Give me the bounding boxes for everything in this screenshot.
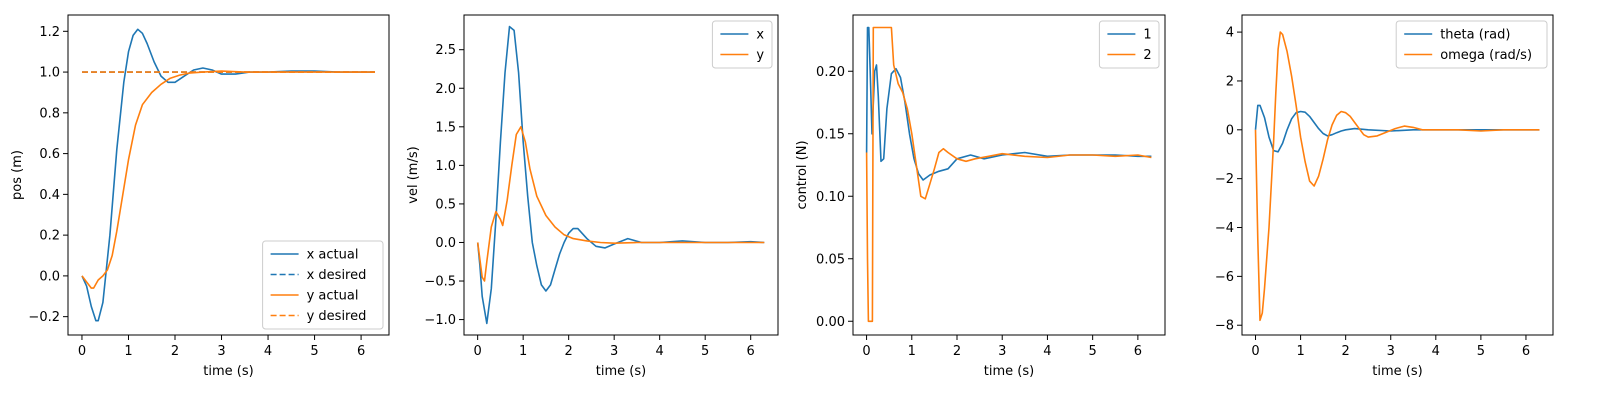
series-group	[865, 26, 1152, 323]
y-tick-label: 0.20	[816, 65, 845, 80]
y-tick-label: −8	[1215, 319, 1234, 334]
x-axis-label: time (s)	[203, 364, 253, 379]
legend: 12	[1098, 20, 1160, 69]
series-group	[476, 25, 765, 325]
legend-box	[262, 240, 384, 330]
series-line-1	[865, 26, 1152, 181]
x-tick-label: 5	[701, 344, 709, 359]
y-tick-label: 0	[1226, 123, 1234, 138]
legend: xy	[711, 20, 773, 69]
y-tick-label: 2.5	[435, 43, 456, 58]
x-tick-label: 2	[953, 344, 961, 359]
legend-label: x desired	[307, 268, 367, 283]
y-tick-label: −1.0	[424, 313, 456, 328]
x-tick-label: 0	[78, 344, 86, 359]
x-tick-label: 1	[908, 344, 916, 359]
legend-label: y actual	[307, 289, 359, 304]
series-line-1	[476, 25, 765, 325]
y-tick-label: 0.05	[816, 252, 845, 267]
x-tick-label: 6	[357, 344, 365, 359]
y-tick-label: −2	[1215, 172, 1234, 187]
legend-label: 1	[1143, 28, 1151, 43]
x-tick-label: 1	[519, 344, 527, 359]
axes-frame	[1241, 14, 1554, 336]
legend-box	[711, 20, 773, 69]
axes-frame	[852, 14, 1166, 336]
y-tick-label: 1.0	[39, 66, 60, 81]
legend-label: x	[756, 28, 764, 43]
x-tick-label: 4	[656, 344, 664, 359]
chart-panel-1: 0 1 2 3 4 5 6 −0.2 0.0 0.2 0.4 0.6 0.8 1.0 1.2 time (s)…	[10, 14, 390, 379]
y-tick-label: 2.0	[435, 82, 456, 97]
x-tick-label: 1	[1296, 344, 1304, 359]
legend-label: 2	[1143, 48, 1151, 63]
x-tick-label: 3	[217, 344, 225, 359]
x-tick-label: 3	[1387, 344, 1395, 359]
y-axis-label: vel (m/s)	[406, 146, 421, 203]
x-tick-label: 2	[1342, 344, 1350, 359]
chart-panel-2: 0 1 2 3 4 5 6 −1.0 −0.5 0.0 0.5 1.0 1.5 2.0 2.5 time (s…	[406, 14, 779, 379]
y-tick-label: 2	[1226, 74, 1234, 89]
axes-frame	[67, 14, 390, 336]
y-tick-label: −6	[1215, 270, 1234, 285]
legend-label: x actual	[307, 248, 359, 263]
x-tick-label: 3	[998, 344, 1006, 359]
y-tick-label: 0.0	[435, 236, 456, 251]
series-group	[81, 28, 375, 322]
x-tick-label: 2	[171, 344, 179, 359]
legend-box	[1098, 20, 1160, 69]
x-tick-label: 5	[1477, 344, 1485, 359]
y-tick-label: −0.5	[424, 275, 456, 290]
y-tick-label: 4	[1226, 26, 1234, 41]
x-tick-label: 0	[1251, 344, 1259, 359]
series-line-2	[476, 126, 765, 282]
x-tick-label: 5	[1089, 344, 1097, 359]
y-tick-label: 0.0	[39, 269, 60, 284]
axes-frame	[463, 14, 779, 336]
y-axis-label: pos (m)	[10, 150, 25, 200]
x-tick-label: 4	[264, 344, 272, 359]
y-axis-label: control (N)	[795, 140, 810, 209]
legend: x actual x desired y actual y desired	[262, 240, 384, 330]
y-tick-label: 0.5	[435, 197, 456, 212]
y-tick-label: 0.00	[816, 315, 845, 330]
legend-label: theta (rad)	[1440, 28, 1510, 43]
chart-panel-4: 0 1 2 3 4 5 6 −8 −6 −4 −2 0 2 4 time (s) theta (rad) ome…	[1215, 14, 1554, 379]
y-tick-label: 0.15	[816, 127, 845, 142]
series-group	[1254, 31, 1540, 322]
y-tick-label: 1.0	[435, 159, 456, 174]
x-tick-label: 5	[310, 344, 318, 359]
legend-box	[1395, 20, 1548, 69]
legend: theta (rad) omega (rad/s)	[1395, 20, 1548, 69]
series-line-2	[1254, 31, 1540, 322]
x-axis-label: time (s)	[596, 364, 646, 379]
y-tick-label: 0.6	[39, 147, 60, 162]
x-tick-label: 6	[1134, 344, 1142, 359]
y-tick-label: −4	[1215, 221, 1234, 236]
y-tick-label: −0.2	[28, 310, 60, 325]
legend-label: y desired	[307, 309, 367, 324]
y-tick-label: 0.2	[39, 229, 60, 244]
x-axis-label: time (s)	[984, 364, 1034, 379]
legend-label: y	[756, 48, 764, 63]
x-tick-label: 0	[862, 344, 870, 359]
x-tick-label: 3	[610, 344, 618, 359]
x-axis-label: time (s)	[1372, 364, 1422, 379]
series-line-2	[865, 26, 1152, 323]
x-tick-label: 6	[747, 344, 755, 359]
y-tick-label: 0.10	[816, 190, 845, 205]
x-tick-label: 1	[124, 344, 132, 359]
x-tick-label: 2	[565, 344, 573, 359]
x-tick-label: 0	[474, 344, 482, 359]
legend-label: omega (rad/s)	[1440, 48, 1532, 63]
y-tick-label: 0.4	[39, 188, 60, 203]
x-tick-label: 6	[1522, 344, 1530, 359]
y-tick-label: 0.8	[39, 106, 60, 121]
y-tick-label: 1.2	[39, 25, 60, 40]
y-tick-label: 1.5	[435, 120, 456, 135]
x-tick-label: 4	[1043, 344, 1051, 359]
x-tick-label: 4	[1432, 344, 1440, 359]
